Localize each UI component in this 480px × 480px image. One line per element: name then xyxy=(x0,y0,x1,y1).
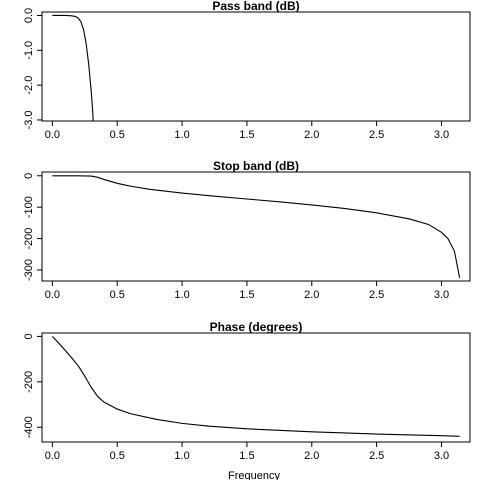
x-tick-label: 2.0 xyxy=(304,450,319,462)
x-tick-label: 3.0 xyxy=(434,129,449,141)
x-tick-label: 0.0 xyxy=(45,289,60,301)
chart-title: Phase (degrees) xyxy=(210,320,303,334)
plot-frame xyxy=(41,171,471,282)
y-tick-label: -300 xyxy=(23,259,35,281)
plot-frame xyxy=(41,332,471,443)
plot-frame xyxy=(41,11,471,122)
chart-panel-3: Phase (degrees) 0.0 0.5 1.0 1.5 2.0 2.5 3.0 0 -20… xyxy=(23,320,471,462)
y-tick-label: -3.0 xyxy=(23,110,35,129)
x-tick-label: 1.5 xyxy=(239,450,254,462)
x-tick-label: 3.0 xyxy=(434,450,449,462)
y-tick-label: -200 xyxy=(23,371,35,393)
x-tick-label: 0.0 xyxy=(45,450,60,462)
y-tick-label: -100 xyxy=(23,196,35,218)
x-tick-label: 0.5 xyxy=(110,129,125,141)
x-tick-label: 2.5 xyxy=(369,289,384,301)
response-curve xyxy=(51,336,460,437)
x-tick-label: 1.5 xyxy=(239,289,254,301)
x-tick-label: 0.5 xyxy=(110,450,125,462)
x-tick-label: 2.0 xyxy=(304,129,319,141)
chart-panel-2: Stop band (dB) 0.0 0.5 1.0 1.5 2.0 2.5 3.0 0 -100… xyxy=(23,159,471,301)
x-tick-label: 2.0 xyxy=(304,289,319,301)
y-tick-label: -1.0 xyxy=(23,41,35,60)
x-tick-label: 1.5 xyxy=(239,129,254,141)
chart-title: Stop band (dB) xyxy=(213,159,299,173)
x-tick-label: 0.5 xyxy=(110,289,125,301)
x-tick-label: 1.0 xyxy=(174,450,189,462)
x-tick-label: 1.0 xyxy=(174,129,189,141)
x-tick-label: 2.5 xyxy=(369,450,384,462)
y-tick-label: 0.0 xyxy=(23,8,35,23)
y-tick-label: -400 xyxy=(23,416,35,438)
x-tick-label: 1.0 xyxy=(174,289,189,301)
x-tick-label: 3.0 xyxy=(434,289,449,301)
x-tick-label: 2.5 xyxy=(369,129,384,141)
response-curve xyxy=(52,14,94,121)
x-tick-label: 0.0 xyxy=(45,129,60,141)
response-curve xyxy=(52,175,461,278)
y-tick-label: -2.0 xyxy=(23,76,35,95)
chart-title: Pass band (dB) xyxy=(212,0,299,13)
y-tick-label: -200 xyxy=(23,228,35,250)
chart-panel-1: Pass band (dB) 0.0 0.5 1.0 1.5 2.0 2.5 3.0 0.0 -1… xyxy=(23,0,471,141)
y-tick-label: 0 xyxy=(23,333,35,339)
y-tick-label: 0 xyxy=(23,173,35,179)
x-axis-label: Frequency xyxy=(228,470,280,480)
